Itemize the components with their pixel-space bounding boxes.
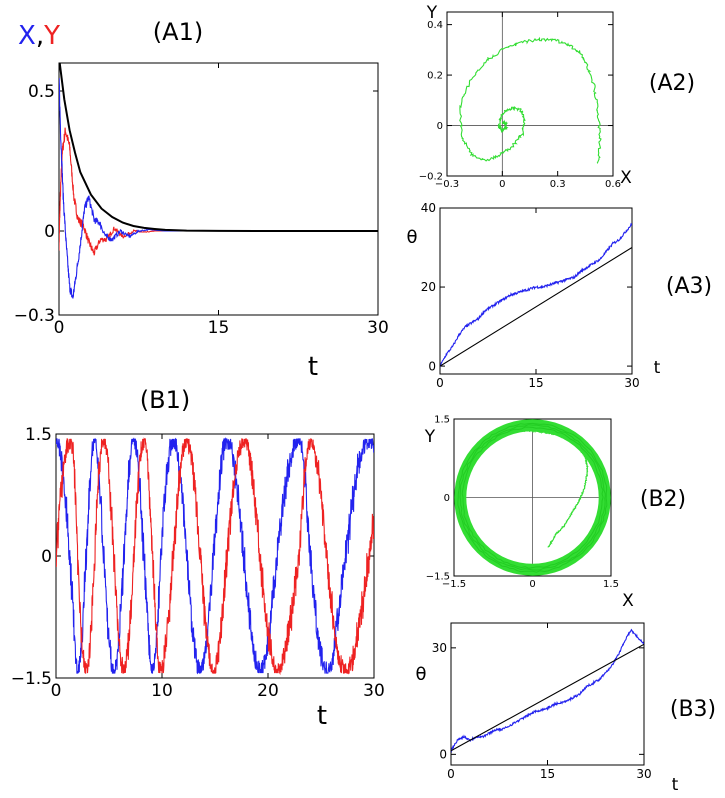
chart-panel-B1: 0 10 20 30−1.501.5t(B1) [11, 386, 385, 731]
series-line [459, 36, 602, 165]
series-ring-texture [459, 424, 606, 571]
legend-entry: X [18, 21, 36, 51]
chart-panel-A3: 0 15 30 0 20 40 t θ (A3) [406, 201, 712, 390]
series-line [440, 222, 632, 368]
x-axis-label: X [622, 591, 634, 611]
y-tick-label: 0 [439, 748, 447, 762]
series-line [59, 63, 378, 232]
y-axis-label: θ [406, 227, 417, 248]
x-axis-label: t [654, 358, 661, 378]
plot-frame [58, 62, 379, 316]
x-tick-label: 0 [499, 179, 505, 190]
x-axis-label: X [620, 168, 632, 188]
y-tick-label: 0 [41, 547, 52, 567]
y-axis-label: Y [426, 3, 438, 23]
x-tick-label: 0 [447, 767, 455, 781]
y-tick-label: 0 [428, 359, 436, 373]
series-ring-texture [457, 422, 608, 573]
y-tick-label: 0.5 [28, 82, 55, 102]
y-tick-label: −0.3 [14, 306, 55, 326]
panel-label: (B1) [140, 386, 190, 414]
x-tick-label: 15 [208, 318, 230, 338]
series-group [440, 222, 632, 368]
y-tick-label: −0.2 [419, 172, 443, 183]
plot-frame [439, 207, 633, 375]
y-tick-label: 20 [421, 280, 436, 294]
panel-label: (B2) [640, 487, 686, 512]
y-tick-label: −1.5 [426, 572, 450, 583]
x-tick-label: 0 [529, 579, 535, 590]
series-group [459, 36, 602, 165]
series-ring-texture [461, 426, 604, 569]
y-tick-label: 1.5 [434, 415, 450, 426]
panel-label: (A2) [649, 71, 695, 96]
x-tick-label: 10 [151, 681, 173, 701]
series-line [56, 437, 374, 676]
y-tick-label: 0 [44, 222, 55, 242]
series-line [451, 643, 644, 752]
y-tick-label: 0.2 [427, 71, 443, 82]
y-tick-label: 0 [444, 493, 450, 504]
series-group [451, 628, 644, 753]
panel-label: (A1) [153, 18, 203, 46]
x-tick-label: 0 [436, 376, 444, 390]
x-tick-label: 20 [257, 681, 279, 701]
x-tick-label: 0 [54, 318, 65, 338]
x-tick-label: 30 [636, 767, 651, 781]
y-tick-label: −1.5 [11, 669, 52, 689]
chart-panel-B3: 0 15 30 0 30 t θ (B3) [415, 622, 716, 795]
series-line [59, 78, 378, 299]
x-tick-label: 30 [363, 681, 385, 701]
legend-entry: , [36, 21, 44, 51]
x-tick-label: 0.6 [605, 179, 621, 190]
x-tick-label: −0.3 [435, 179, 459, 190]
legend: X,Y [18, 21, 60, 51]
series-group [56, 437, 374, 676]
x-tick-label: −1.5 [442, 579, 466, 590]
x-tick-label: 0.3 [550, 179, 566, 190]
series-line [451, 628, 644, 753]
y-tick-label: 0.4 [427, 20, 443, 31]
series-group [59, 63, 378, 299]
x-axis-label: t [308, 352, 318, 382]
x-axis-label: t [317, 701, 327, 731]
x-tick-label: 15 [540, 767, 555, 781]
panel-label: (A3) [666, 274, 712, 299]
x-axis-label: t [672, 775, 679, 795]
x-tick-label: 1.5 [603, 579, 619, 590]
x-tick-label: 15 [528, 376, 543, 390]
x-tick-label: 30 [624, 376, 639, 390]
y-tick-label: 30 [432, 641, 447, 655]
chart-panel-A1: 0 15 30−0.300.5t(A1)X,Y [14, 18, 389, 382]
chart-panel-A2: −0.3 0 0.3 0.6 −0.2 0 0.2 0.4 X Y (A2) [419, 3, 695, 190]
y-axis-label: θ [415, 664, 426, 685]
y-axis-label: Y [424, 427, 436, 447]
legend-entry: Y [43, 21, 60, 51]
chart-panel-B2: −1.5 0 1.5−1.501.5XY(B2) [424, 415, 686, 612]
series-line [56, 437, 374, 675]
y-tick-label: 0 [437, 121, 443, 132]
series-line [440, 247, 632, 367]
panel-label: (B3) [670, 697, 716, 722]
x-tick-label: 0 [51, 681, 62, 701]
y-tick-label: 40 [421, 201, 436, 215]
plot-frame [446, 11, 614, 177]
y-tick-label: 1.5 [25, 425, 52, 445]
plot-frame [450, 622, 645, 766]
x-tick-label: 30 [367, 318, 389, 338]
series-group [454, 419, 611, 576]
